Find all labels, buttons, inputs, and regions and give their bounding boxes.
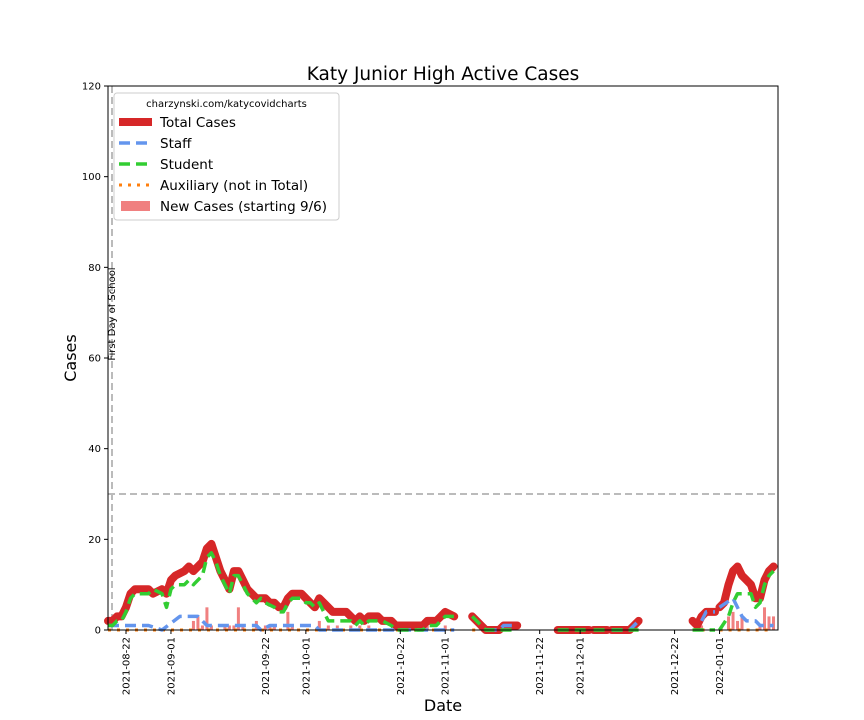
new-cases-bar (367, 625, 371, 630)
new-cases-bar (727, 616, 731, 630)
new-cases-bar (335, 625, 339, 630)
new-cases-bar (731, 611, 735, 630)
new-cases-bar (317, 620, 321, 630)
series-line-student (470, 615, 518, 632)
new-cases-bar (700, 625, 704, 630)
y-tick-label: 100 (82, 172, 101, 183)
x-axis-label: Date (424, 696, 462, 715)
new-cases-bar (758, 625, 762, 630)
new-cases-bar (286, 611, 290, 630)
series-line-total (104, 539, 459, 630)
new-cases-bar (443, 625, 447, 630)
x-tick-label: 2021-09-01 (166, 637, 177, 695)
y-axis-label: Cases (61, 334, 80, 382)
y-tick-label: 60 (88, 354, 101, 365)
new-cases-bar (425, 625, 429, 630)
first-day-of-school-label: First Day of School (107, 267, 118, 360)
new-cases-bar (241, 625, 245, 630)
new-cases-bar (227, 625, 231, 630)
x-tick-label: 2021-11-01 (441, 637, 452, 695)
new-cases-bar (358, 625, 362, 630)
legend-swatch-new_cases (121, 201, 150, 211)
new-cases-bar (236, 607, 240, 630)
x-tick-label: 2022-01-01 (715, 637, 726, 695)
x-tick-label: 2021-12-01 (576, 637, 587, 695)
y-tick-label: 120 (82, 82, 101, 93)
series-line-total (688, 607, 719, 630)
legend-label-staff: Staff (160, 136, 192, 152)
new-cases-bar (200, 625, 204, 630)
series-line-staff (718, 596, 774, 628)
y-tick-label: 80 (88, 263, 101, 274)
x-axis: 2021-08-22 2021-09-01 2021-09-22 2021-10-01… (121, 630, 726, 695)
reference-lines (108, 86, 778, 630)
new-cases-bar (290, 625, 294, 630)
x-tick-label: 2021-09-22 (261, 637, 272, 695)
y-tick-label: 20 (88, 535, 101, 546)
legend-label-auxiliary: Auxiliary (not in Total) (160, 178, 308, 194)
series-line-student (108, 551, 455, 632)
x-tick-label: 2021-08-22 (121, 637, 132, 695)
chart-title: Katy Junior High Active Cases (307, 64, 580, 85)
new-cases-bars (191, 607, 776, 630)
new-cases-bar (272, 625, 276, 630)
x-tick-label: 2021-10-22 (396, 637, 407, 695)
new-cases-bar (268, 625, 272, 630)
legend-box (113, 92, 340, 221)
new-cases-bar (209, 625, 213, 630)
y-tick-label: 0 (95, 626, 101, 637)
new-cases-bar (763, 607, 767, 630)
legend: charzynski.com/katycovidcharts Total Cas… (113, 92, 340, 221)
series-line-staff (108, 614, 455, 632)
y-axis: 0 20 40 60 80 100 120 (82, 82, 108, 637)
legend-title: charzynski.com/katycovidcharts (146, 99, 307, 110)
legend-label-new_cases: New Cases (starting 9/6) (160, 199, 327, 215)
y-tick-label: 40 (88, 444, 101, 455)
legend-label-total: Total Cases (159, 115, 236, 131)
new-cases-bar (191, 620, 195, 630)
new-cases-bar (736, 620, 740, 630)
new-cases-bar (232, 625, 236, 630)
new-cases-bar (196, 616, 200, 630)
new-cases-bar (767, 616, 771, 630)
new-cases-bar (326, 625, 330, 630)
new-cases-bar (772, 616, 776, 630)
new-cases-bar (263, 625, 267, 630)
series-line-total (715, 562, 778, 612)
series-line-student (718, 569, 775, 631)
new-cases-bar (349, 625, 353, 630)
series-line-staff (700, 610, 715, 622)
legend-label-student: Student (160, 157, 213, 173)
x-tick-label: 2021-12-22 (670, 637, 681, 695)
new-cases-bar (205, 607, 209, 630)
new-cases-bar (740, 616, 744, 630)
x-tick-label: 2021-10-01 (301, 637, 312, 695)
x-tick-label: 2021-11-22 (535, 637, 546, 695)
new-cases-bar (223, 625, 227, 630)
